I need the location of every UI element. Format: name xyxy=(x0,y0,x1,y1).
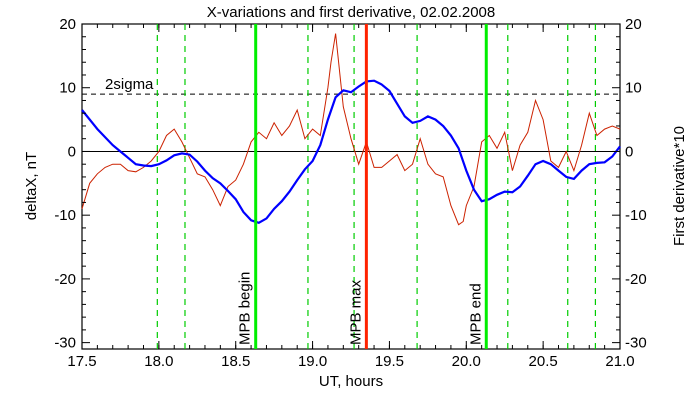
y-left-tick-label: -30 xyxy=(54,335,76,352)
derivative-series-line xyxy=(81,33,621,226)
y-left-tick-label: -20 xyxy=(54,271,76,288)
y-right-tick-label: -20 xyxy=(625,271,647,288)
plot-frame xyxy=(81,23,621,350)
x-tick-label: 19.5 xyxy=(375,353,404,370)
plot-area: 2sigma MPB begin MPB max MPB end xyxy=(81,23,621,350)
x-tick-label: 17.5 xyxy=(67,353,96,370)
sigma-label: 2sigma xyxy=(105,76,154,93)
y-axis-left: 20 10 0 -10 -20 -30 xyxy=(54,16,90,352)
event-markers: MPB begin MPB max MPB end xyxy=(237,24,488,349)
x-tick-label: 20.5 xyxy=(529,353,558,370)
x-axis-label: UT, hours xyxy=(319,373,383,390)
mpb-max-label: MPB max xyxy=(347,279,364,345)
y-left-tick-label: 10 xyxy=(59,80,76,97)
deltax-series-line xyxy=(81,79,621,224)
mpb-end-label: MPB end xyxy=(467,283,484,345)
y-right-tick-label: 20 xyxy=(625,16,642,33)
y-left-tick-label: 20 xyxy=(59,16,76,33)
x-tick-label: 21.0 xyxy=(605,353,634,370)
y-left-tick-label: 0 xyxy=(68,143,76,160)
x-tick-label: 19.0 xyxy=(298,353,327,370)
y-right-tick-label: -10 xyxy=(625,207,647,224)
y-left-tick-label: -10 xyxy=(54,207,76,224)
x-tick-label: 18.0 xyxy=(144,353,173,370)
y-right-tick-label: 10 xyxy=(625,80,642,97)
y-axis-label-left: deltaX, nT xyxy=(23,152,40,220)
y-right-tick-label: -30 xyxy=(625,335,647,352)
reference-lines: 2sigma xyxy=(82,24,620,349)
x-tick-label: 18.5 xyxy=(221,353,250,370)
y-axis-right: 20 10 0 -10 -20 -30 xyxy=(612,16,647,352)
y-axis-label-right: First derivative*10 xyxy=(671,126,688,246)
chart-title: X-variations and first derivative, 02.02… xyxy=(207,4,496,21)
x-axis: 17.5 18.0 18.5 19.0 19.5 20.0 20.5 21.0 xyxy=(67,24,635,370)
y-right-tick-label: 0 xyxy=(625,143,633,160)
series-layer xyxy=(81,33,621,226)
x-tick-label: 20.0 xyxy=(452,353,481,370)
mpb-begin-label: MPB begin xyxy=(237,272,254,345)
